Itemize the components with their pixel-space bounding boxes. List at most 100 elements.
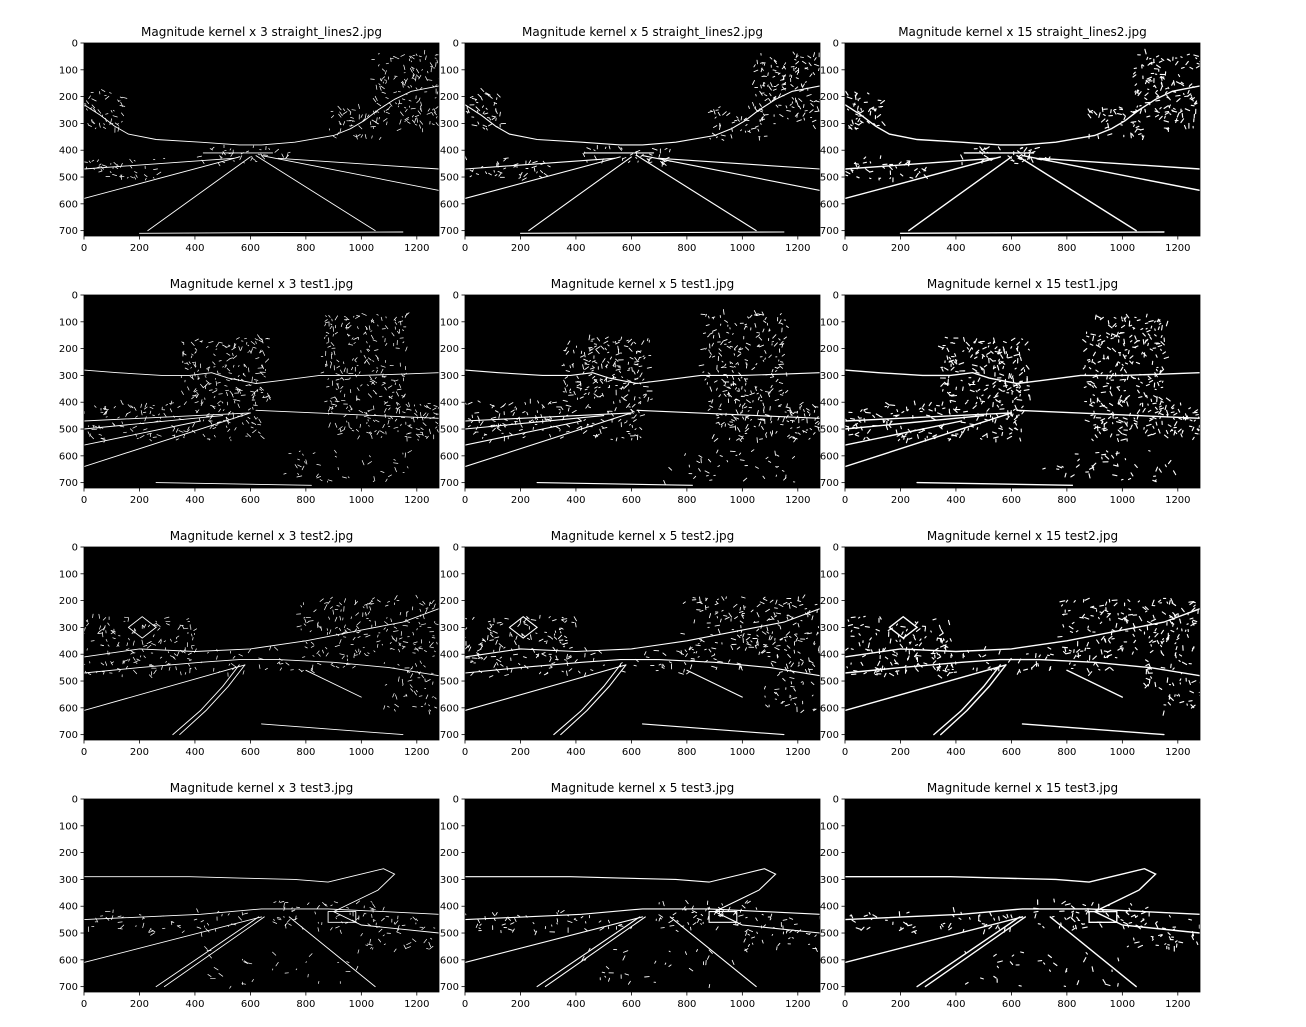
edge-speckle	[945, 640, 949, 643]
edge-speckle	[1093, 414, 1096, 419]
edge-speckle	[540, 162, 546, 165]
edge-speckle	[882, 418, 885, 423]
edge-speckle	[736, 438, 740, 441]
edge-speckle	[545, 642, 548, 644]
edge-speckle	[778, 389, 783, 392]
edge-speckle	[1132, 346, 1137, 349]
edge-speckle	[1160, 335, 1163, 338]
edge-speckle	[376, 117, 378, 122]
edge-speckle	[1138, 628, 1142, 632]
edge-speckle	[111, 631, 116, 635]
edge-speckle	[153, 420, 159, 423]
edge-speckle	[1082, 339, 1087, 343]
edge-speckle	[858, 633, 861, 636]
edge-speckle	[234, 399, 241, 402]
edge-speckle	[1143, 682, 1147, 686]
edge-speckle	[431, 599, 435, 603]
edge-speckle	[117, 126, 120, 132]
edge-speckle	[489, 632, 493, 634]
edge-speckle	[1132, 326, 1135, 329]
edge-speckle	[1087, 625, 1089, 629]
edge-speckle	[217, 910, 220, 913]
edge-speckle	[238, 365, 240, 367]
edge-speckle	[717, 369, 719, 373]
edge-speckle	[719, 618, 722, 623]
edge-speckle	[759, 108, 764, 111]
edge-speckle	[470, 420, 474, 424]
edge-speckle	[165, 662, 170, 666]
edge-speckle	[258, 418, 262, 424]
edge-speckle	[817, 426, 820, 432]
edge-speckle	[774, 366, 779, 369]
edge-speckle	[341, 399, 346, 402]
edge-speckle	[718, 422, 721, 425]
edge-speckle	[711, 316, 716, 319]
edge-speckle	[200, 931, 203, 937]
edge-speckle	[914, 665, 916, 668]
edge-speckle	[1188, 700, 1193, 702]
edge-speckle	[347, 108, 352, 113]
edge-speckle	[1175, 646, 1178, 651]
edge-speckle	[273, 918, 275, 921]
edge-speckle	[380, 368, 384, 374]
edge-speckle	[705, 313, 707, 317]
edge-speckle	[305, 641, 308, 644]
edge-speckle	[1090, 414, 1094, 416]
y-tick-label: 400	[440, 398, 459, 409]
edge-speckle	[1132, 627, 1136, 632]
edge-speckle	[845, 418, 847, 421]
edge-speckle	[600, 345, 605, 350]
edge-speckle	[476, 107, 481, 112]
edge-speckle	[1194, 409, 1199, 413]
edge-speckle	[742, 633, 745, 638]
edge-speckle	[1154, 681, 1157, 688]
edge-speckle	[310, 645, 315, 648]
edge-speckle	[339, 429, 345, 433]
edge-speckle	[972, 368, 978, 372]
edge-speckle	[598, 920, 602, 923]
edge-speckle	[337, 105, 342, 111]
edge-speckle	[881, 665, 884, 671]
edge-speckle	[297, 464, 302, 468]
edge-line	[84, 412, 251, 468]
edge-speckle	[278, 658, 283, 661]
edge-speckle	[1147, 333, 1151, 337]
edge-speckle	[335, 666, 340, 669]
edge-speckle	[242, 161, 245, 164]
edge-speckle	[250, 341, 256, 345]
edge-speckle	[331, 115, 335, 119]
edge-speckle	[1157, 599, 1162, 603]
edge-speckle	[892, 650, 896, 653]
edge-speckle	[1127, 599, 1131, 603]
edge-speckle	[399, 612, 402, 616]
edge-speckle	[803, 409, 805, 412]
edge-speckle	[500, 404, 505, 409]
edge-speckle	[620, 662, 623, 665]
edge-speckle	[1134, 90, 1137, 93]
edge-speckle	[1087, 629, 1091, 632]
x-tick-label: 1200	[1165, 747, 1190, 758]
edge-speckle	[875, 628, 880, 632]
edge-speckle	[403, 695, 408, 697]
edge-speckle	[1030, 157, 1034, 163]
edge-speckle	[810, 681, 815, 686]
edge-speckle	[709, 405, 714, 408]
edge-line	[261, 155, 439, 191]
edge-speckle	[247, 408, 251, 411]
edge-speckle	[109, 171, 112, 173]
edge-speckle	[211, 405, 216, 410]
edge-speckle	[379, 430, 385, 434]
edge-speckle	[265, 358, 270, 363]
edge-speckle	[811, 615, 814, 621]
edge-speckle	[862, 161, 867, 164]
edge-speckle	[555, 648, 558, 653]
edge-speckle	[971, 364, 978, 367]
edge-speckle	[1101, 106, 1104, 113]
edge-speckle	[1159, 401, 1162, 406]
edge-speckle	[111, 915, 114, 920]
edge-speckle	[367, 461, 372, 465]
edge-speckle	[335, 378, 340, 381]
edge-speckle	[425, 55, 427, 61]
edge-speckle	[893, 659, 898, 665]
edge-speckle	[435, 426, 438, 429]
